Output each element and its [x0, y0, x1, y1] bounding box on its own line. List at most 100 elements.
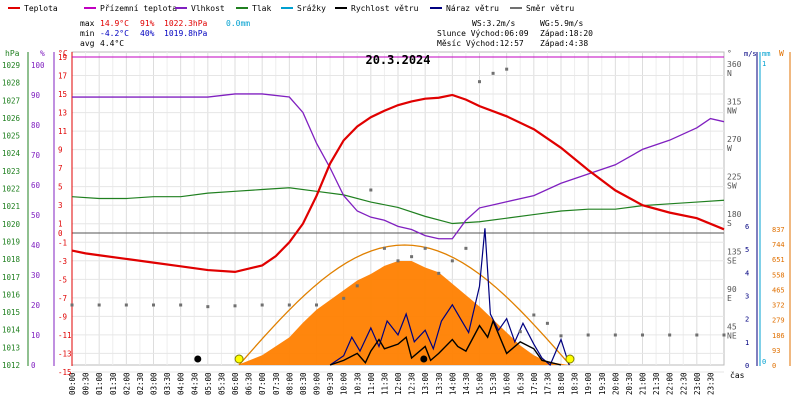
time-tick-label: 02:00 — [122, 372, 131, 395]
stat-moon: Měsíc Východ:12:57 — [437, 39, 524, 48]
ms-tick-label: 2 — [745, 316, 749, 324]
time-tick-label: 20:30 — [625, 372, 634, 395]
wind-direction-point — [559, 334, 563, 338]
wind-direction-point — [586, 333, 590, 337]
dir-tick-label: 270 — [727, 135, 742, 144]
wind-direction-point — [491, 71, 495, 75]
mm-axis-label: mm — [762, 50, 770, 58]
pct-tick-label: 90 — [31, 91, 41, 100]
temp-tick-label: 7 — [58, 164, 63, 173]
stat-min-press: 1019.8hPa — [164, 29, 208, 38]
ms-tick-label: 3 — [745, 293, 749, 301]
wind-direction-point — [464, 246, 468, 250]
legend-label: Tlak — [252, 4, 271, 13]
wind-direction-point — [668, 333, 672, 337]
time-tick-label: 05:00 — [204, 372, 213, 395]
w-tick-label: 372 — [772, 302, 785, 310]
w-tick-label: 186 — [772, 332, 785, 340]
hpa-tick-label: 1024 — [2, 149, 21, 158]
pct-tick-label: 40 — [31, 241, 41, 250]
sunset-marker — [565, 354, 575, 364]
time-tick-label: 06:30 — [245, 372, 254, 395]
time-tick-label: 03:30 — [163, 372, 172, 395]
time-tick-label: 10:00 — [340, 372, 349, 395]
stat-sun-set: Západ:18:20 — [540, 29, 593, 38]
time-tick-label: 09:30 — [326, 372, 335, 395]
time-tick-label: 03:00 — [150, 372, 159, 395]
legend-label: Vlhkost — [191, 4, 225, 13]
temp-tick-label: 15 — [58, 90, 67, 99]
humidity-line — [72, 93, 725, 240]
w-tick-label: 465 — [772, 286, 785, 294]
pct-axis-label: % — [40, 49, 45, 58]
wind-direction-point — [396, 259, 400, 263]
pct-tick-label: 30 — [31, 271, 41, 280]
time-axis-label: čas — [730, 370, 745, 380]
time-tick-label: 02:30 — [136, 372, 145, 395]
dir-name-label: SE — [727, 257, 737, 266]
stat-max-press: 1022.3hPa — [164, 19, 208, 28]
temp-tick-label: 1 — [58, 220, 63, 229]
time-tick-label: 15:30 — [489, 372, 498, 395]
legend-label: Rychlost větru — [351, 4, 419, 13]
sunrise-marker — [234, 354, 244, 364]
ms-axis-label: m/s — [744, 50, 757, 58]
dir-name-label: S — [727, 219, 732, 228]
stat-min-hum: 40% — [140, 29, 155, 38]
dir-tick-label: 360 — [727, 60, 742, 69]
ms-tick-label: 5 — [745, 246, 749, 254]
hpa-tick-label: 1023 — [2, 167, 20, 176]
stat-min-label: min — [80, 29, 95, 38]
time-tick-label: 05:30 — [217, 372, 226, 395]
time-tick-label: 01:30 — [109, 372, 118, 395]
pct-tick-label: 0 — [31, 361, 36, 370]
w-tick-label: 558 — [772, 271, 785, 279]
w-tick-label: 744 — [772, 241, 785, 249]
solar-radiation-area — [237, 261, 570, 365]
time-tick-label: 10:30 — [353, 372, 362, 395]
wind-direction-point — [478, 80, 481, 84]
temp-tick-label: 5 — [58, 183, 63, 192]
time-tick-label: 01:00 — [95, 372, 104, 395]
dir-tick-label: 180 — [727, 210, 742, 219]
pct-tick-label: 60 — [31, 181, 41, 190]
time-tick-label: 12:30 — [408, 372, 417, 395]
time-tick-label: 13:30 — [435, 372, 444, 395]
hpa-tick-label: 1021 — [2, 202, 20, 211]
mm-tick-label: 0 — [762, 358, 766, 366]
hpa-tick-label: 1017 — [2, 273, 20, 282]
time-tick-label: 08:30 — [299, 372, 308, 395]
time-tick-label: 08:00 — [285, 372, 294, 395]
hpa-tick-label: 1028 — [2, 79, 21, 88]
legend-label: Náraz větru — [446, 4, 499, 13]
time-tick-label: 00:00 — [68, 372, 77, 395]
temp-tick-label: -1 — [58, 238, 67, 247]
temp-tick-label: 11 — [58, 127, 67, 136]
temp-tick-label: -13 — [58, 349, 72, 358]
wind-direction-point — [613, 333, 617, 337]
wind-direction-point — [355, 284, 359, 288]
time-tick-label: 11:00 — [367, 372, 376, 395]
wind-speed-line — [329, 318, 562, 366]
wind-direction-point — [695, 333, 699, 337]
wind-direction-point — [450, 259, 454, 263]
wind-direction-point — [722, 333, 726, 337]
time-tick-label: 22:30 — [679, 372, 688, 395]
wind-gust-line — [329, 228, 570, 366]
wind-direction-point — [423, 246, 427, 250]
hpa-tick-label: 1018 — [2, 255, 21, 264]
temp-tick-label: -15 — [58, 368, 72, 377]
temp-tick-label: -5 — [58, 275, 67, 284]
stat-max-hum: 91% — [140, 19, 155, 28]
time-tick-label: 09:00 — [313, 372, 322, 395]
temp-tick-label: -3 — [58, 257, 67, 266]
stat-sun: Slunce Východ:06:09 — [437, 29, 529, 38]
moonrise-marker — [420, 355, 428, 363]
time-tick-label: 07:00 — [258, 372, 267, 395]
wind-direction-point — [532, 313, 536, 317]
wind-direction-point — [70, 303, 74, 307]
hpa-tick-label: 1019 — [2, 237, 20, 246]
ms-tick-label: 4 — [745, 269, 749, 277]
